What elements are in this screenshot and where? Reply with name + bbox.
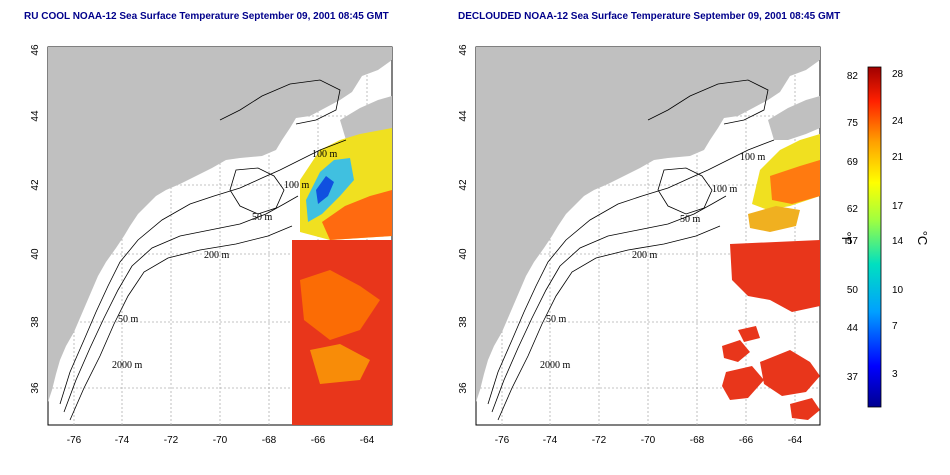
left-label-50m-south: 50 m	[118, 314, 139, 325]
left-map-title: RU COOL NOAA-12 Sea Surface Temperature …	[24, 11, 389, 22]
left-x-tick: -74	[115, 435, 130, 446]
left-label-50m: 50 m	[252, 212, 273, 223]
c-tick: 7	[892, 321, 898, 332]
right-y-tick: 42	[458, 179, 469, 191]
right-y-tick: 44	[458, 110, 469, 122]
f-tick: 50	[847, 285, 859, 296]
f-tick: 82	[847, 71, 859, 82]
left-label-100m-b: 100 m	[284, 180, 310, 191]
left-land	[48, 47, 392, 402]
left-label-2000m: 2000 m	[112, 360, 143, 371]
c-tick: 21	[892, 152, 904, 163]
right-map: 100 m 100 m 50 m 200 m 50 m 2000 m -76 -…	[458, 44, 821, 446]
right-label-50m: 50 m	[680, 214, 701, 225]
colorbar-celsius-label: °C	[915, 231, 930, 246]
right-x-tick: -64	[788, 435, 803, 446]
left-y-tick: 36	[30, 382, 41, 394]
c-tick: 28	[892, 69, 904, 80]
left-x-tick: -64	[360, 435, 375, 446]
colorbar-f-ticks: 82 75 69 62 57 50 44 37	[847, 71, 859, 383]
c-tick: 24	[892, 116, 904, 127]
colorbar-c-ticks: 28 24 21 17 14 10 7 3	[892, 69, 904, 380]
left-y-tick: 44	[30, 110, 41, 122]
right-x-tick: -72	[592, 435, 607, 446]
f-tick: 37	[847, 372, 859, 383]
right-x-tick: -66	[739, 435, 754, 446]
f-tick: 62	[847, 204, 859, 215]
right-x-tick: -68	[690, 435, 705, 446]
right-y-ticks: 36 38 40 42 44 46	[458, 44, 469, 394]
left-label-200m: 200 m	[204, 250, 230, 261]
left-isobaths	[59, 79, 347, 421]
right-y-tick: 36	[458, 382, 469, 394]
right-sst-patch	[730, 240, 820, 312]
right-label-200m: 200 m	[632, 250, 658, 261]
right-y-tick: 38	[458, 316, 469, 328]
left-x-ticks: -76 -74 -72 -70 -68 -66 -64	[67, 435, 375, 446]
right-x-tick: -70	[641, 435, 656, 446]
f-tick: 44	[847, 323, 859, 334]
right-x-tick: -76	[495, 435, 510, 446]
left-label-100m: 100 m	[312, 149, 338, 160]
left-y-tick: 42	[30, 179, 41, 191]
left-y-tick: 46	[30, 44, 41, 56]
f-tick: 69	[847, 157, 859, 168]
right-land	[476, 47, 820, 402]
f-tick: 57	[847, 236, 859, 247]
right-map-title: DECLOUDED NOAA-12 Sea Surface Temperatur…	[458, 11, 841, 22]
right-y-tick: 40	[458, 248, 469, 260]
right-x-tick: -74	[543, 435, 558, 446]
left-x-tick: -76	[67, 435, 82, 446]
left-y-ticks: 36 38 40 42 44 46	[30, 44, 41, 394]
colorbar-fahrenheit-label: °F	[839, 231, 854, 244]
left-y-tick: 38	[30, 316, 41, 328]
left-x-tick: -70	[213, 435, 228, 446]
right-label-100m-b: 100 m	[712, 184, 738, 195]
f-tick: 75	[847, 118, 859, 129]
left-map: 100 m 100 m 50 m 200 m 50 m 2000 m -76 -…	[30, 44, 393, 446]
c-tick: 3	[892, 369, 898, 380]
right-y-tick: 46	[458, 44, 469, 56]
left-y-tick: 40	[30, 248, 41, 260]
colorbar-gradient	[867, 66, 882, 408]
c-tick: 10	[892, 285, 904, 296]
right-label-50m-south: 50 m	[546, 314, 567, 325]
c-tick: 14	[892, 236, 904, 247]
left-x-tick: -68	[262, 435, 277, 446]
left-x-tick: -66	[311, 435, 326, 446]
right-label-100m: 100 m	[740, 152, 766, 163]
right-isobaths	[487, 79, 775, 421]
right-x-ticks: -76 -74 -72 -70 -68 -66 -64	[495, 435, 803, 446]
left-x-tick: -72	[164, 435, 179, 446]
colorbar: 82 75 69 62 57 50 44 37 28 24 21 17 14 1…	[839, 66, 930, 408]
c-tick: 17	[892, 201, 904, 212]
right-label-2000m: 2000 m	[540, 360, 571, 371]
